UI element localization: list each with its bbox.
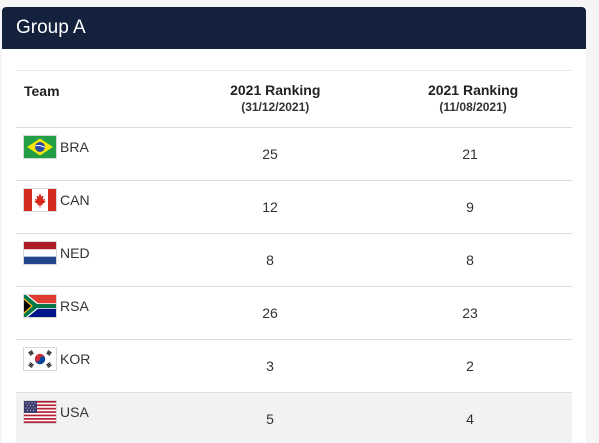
table-row: RSA 26 23: [16, 287, 572, 340]
ranking-value-1: 3: [266, 358, 274, 374]
team-code: KOR: [60, 351, 91, 367]
team-cell: RSA: [16, 287, 170, 339]
table-row: BRA 25 21: [16, 128, 572, 181]
group-card: Group A Team 2021 Ranking (31/12/2021) 2…: [2, 7, 586, 443]
team-cell: BRA: [16, 128, 170, 180]
team-code: BRA: [60, 139, 89, 155]
team-code: USA: [60, 404, 89, 420]
brazil-flag-icon: [24, 136, 56, 158]
ranking-value-1: 12: [262, 199, 278, 215]
ranking-value-2: 8: [466, 252, 474, 268]
south-africa-flag-icon: [24, 295, 56, 317]
south-korea-flag-icon: [24, 348, 56, 370]
header-team: Team: [24, 83, 60, 99]
ranking-value-2: 23: [462, 305, 478, 321]
team-cell: USA: [16, 393, 170, 443]
table-row: CAN 12 9: [16, 181, 572, 234]
header-ranking-1-label: 2021 Ranking: [230, 82, 321, 98]
table-header: Team 2021 Ranking (31/12/2021) 2021 Rank…: [16, 70, 572, 128]
team-cell: KOR: [16, 340, 170, 392]
team-cell: CAN: [16, 181, 170, 233]
team-code: CAN: [60, 192, 90, 208]
ranking-value-1: 5: [266, 411, 274, 427]
table-row: USA 5 4: [16, 393, 572, 443]
ranking-value-2: 9: [466, 199, 474, 215]
team-code: RSA: [60, 298, 89, 314]
canada-flag-icon: [24, 189, 56, 211]
header-ranking-1-date: (31/12/2021): [241, 100, 310, 114]
table-row: NED 8 8: [16, 234, 572, 287]
ranking-value-1: 8: [266, 252, 274, 268]
header-ranking-2-label: 2021 Ranking: [427, 82, 519, 98]
ranking-value-1: 25: [262, 146, 278, 162]
netherlands-flag-icon: [24, 242, 56, 264]
team-code: NED: [60, 245, 90, 261]
ranking-value-2: 21: [462, 146, 478, 162]
ranking-value-1: 26: [262, 305, 278, 321]
header-ranking-2-date: (11/08/2021): [439, 100, 507, 114]
ranking-table: Team 2021 Ranking (31/12/2021) 2021 Rank…: [16, 70, 572, 443]
header-ranking-1: 2021 Ranking (31/12/2021): [176, 82, 374, 116]
group-title: Group A: [2, 7, 586, 49]
usa-flag-icon: [24, 401, 56, 423]
table-row: KOR 3 2: [16, 340, 572, 393]
team-cell: NED: [16, 234, 170, 286]
ranking-value-2: 4: [466, 411, 474, 427]
header-ranking-2: 2021 Ranking (11/08/2021): [374, 82, 572, 116]
ranking-value-2: 2: [466, 358, 474, 374]
